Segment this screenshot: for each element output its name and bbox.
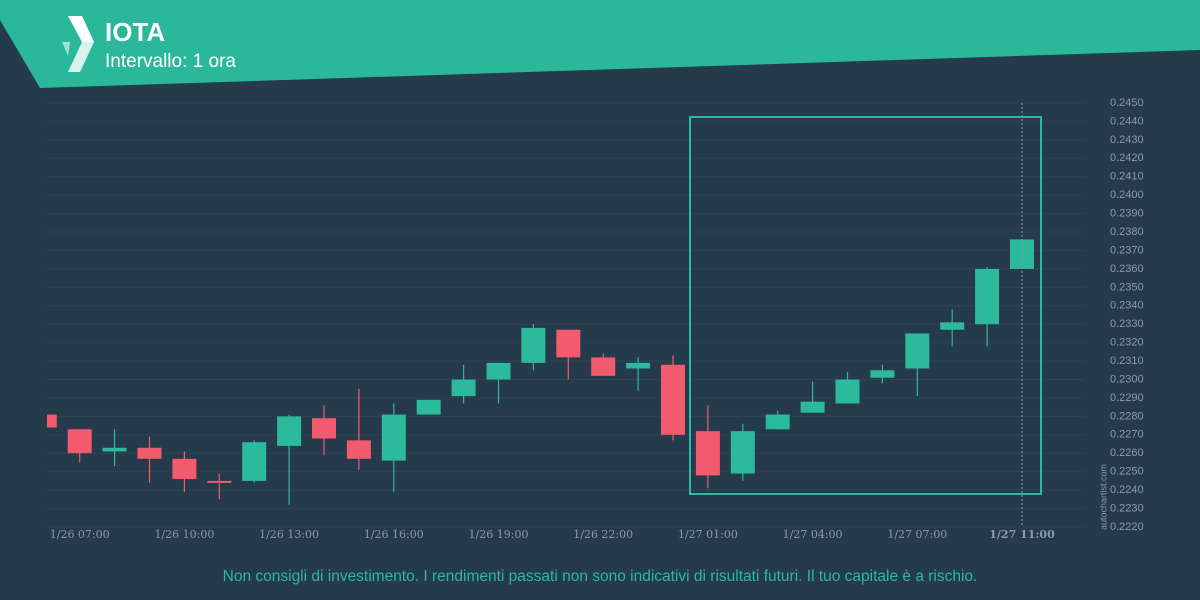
- candle-body: [870, 370, 895, 378]
- candle-body: [975, 268, 1000, 325]
- y-tick-label: 0.2430: [1110, 134, 1144, 146]
- candle-body: [591, 357, 616, 376]
- candle-body: [800, 401, 825, 413]
- candle-body: [905, 333, 930, 369]
- x-tick-label: 1/26 22:00: [573, 528, 633, 541]
- y-tick-label: 0.2310: [1110, 355, 1144, 367]
- y-tick-label: 0.2340: [1110, 300, 1144, 312]
- disclaimer: Non consigli di investimento. I rendimen…: [223, 568, 978, 585]
- candle-body: [765, 414, 790, 430]
- y-tick-label: 0.2420: [1110, 152, 1144, 164]
- subtitle: Intervallo: 1 ora: [105, 51, 236, 72]
- candle-body: [486, 362, 511, 380]
- y-tick-label: 0.2410: [1110, 171, 1144, 183]
- y-tick-label: 0.2330: [1110, 318, 1144, 330]
- candle-body: [242, 442, 267, 481]
- y-tick-label: 0.2400: [1110, 189, 1144, 201]
- candle-body: [695, 431, 720, 476]
- y-tick-label: 0.2230: [1110, 502, 1144, 514]
- y-tick-label: 0.2320: [1110, 337, 1144, 349]
- y-tick-label: 0.2280: [1110, 410, 1144, 422]
- x-tick-label: 1/27 04:00: [783, 528, 843, 541]
- y-tick-label: 0.2250: [1110, 466, 1144, 478]
- candle-body: [346, 440, 371, 459]
- x-tick-label: 1/26 19:00: [469, 528, 529, 541]
- y-tick-label: 0.2290: [1110, 392, 1144, 404]
- candle-body: [172, 458, 197, 480]
- logo: [62, 16, 94, 72]
- title: IOTA: [105, 17, 165, 47]
- x-tick-label: 1/26 16:00: [364, 528, 424, 541]
- candle-body: [67, 429, 92, 454]
- candle-body: [626, 362, 651, 369]
- plot-area: [47, 102, 1085, 528]
- candle-body: [416, 399, 441, 415]
- header-band: [0, 0, 1200, 88]
- candle-body: [940, 322, 965, 330]
- y-tick-label: 0.2300: [1110, 373, 1144, 385]
- y-tick-label: 0.2380: [1110, 226, 1144, 238]
- y-tick-label: 0.2450: [1110, 97, 1144, 109]
- y-tick-label: 0.2270: [1110, 429, 1144, 441]
- candle-body: [835, 379, 860, 404]
- candle-body: [207, 480, 232, 483]
- candle-body: [381, 414, 406, 461]
- candle-body: [312, 418, 336, 439]
- candle-body: [102, 447, 127, 452]
- y-tick-label: 0.2240: [1110, 484, 1144, 496]
- x-tick-label: 1/27 11:00: [989, 528, 1055, 541]
- y-tick-label: 0.2350: [1110, 281, 1144, 293]
- x-tick-label: 1/26 07:00: [50, 528, 110, 541]
- y-tick-label: 0.2370: [1110, 244, 1144, 256]
- x-tick-label: 1/27 07:00: [887, 528, 947, 541]
- y-tick-label: 0.2390: [1110, 208, 1144, 220]
- candle-body: [521, 327, 546, 363]
- candle-body: [47, 414, 57, 428]
- x-tick-label: 1/26 10:00: [154, 528, 214, 541]
- x-tick-label: 1/26 13:00: [259, 528, 319, 541]
- pattern-box: [689, 116, 1042, 495]
- candle-body: [556, 329, 581, 358]
- y-tick-label: 0.2440: [1110, 115, 1144, 127]
- candle-body: [451, 379, 476, 397]
- y-tick-label: 0.2220: [1110, 521, 1144, 533]
- x-tick-label: 1/27 01:00: [678, 528, 738, 541]
- watermark: autochartist.com: [1098, 464, 1108, 530]
- candle-body: [661, 364, 685, 435]
- candle-body: [730, 431, 755, 474]
- y-tick-label: 0.2260: [1110, 447, 1144, 459]
- y-tick-label: 0.2360: [1110, 263, 1144, 275]
- candle-body: [137, 447, 162, 459]
- candle-body: [277, 416, 302, 446]
